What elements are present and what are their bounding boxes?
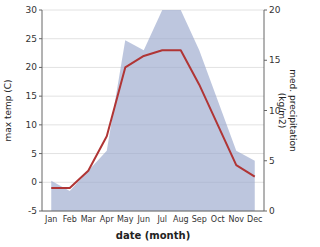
x-tick-label: Mar <box>81 215 97 224</box>
y-tick <box>39 153 42 154</box>
x-axis-label: date (month) <box>116 230 190 241</box>
y-tick-label: 15 <box>26 91 37 101</box>
x-axis-line <box>42 211 264 212</box>
x-tick-label: Apr <box>100 215 115 224</box>
y-tick-label: -5 <box>28 206 37 216</box>
x-tick-label: Oct <box>211 215 225 224</box>
x-tick-label: Aug <box>173 215 189 224</box>
y2-axis-label-line: (kg/m2) <box>277 93 287 128</box>
y2-tick <box>264 110 267 111</box>
x-tick-label: May <box>117 215 134 224</box>
x-tick-label: Feb <box>63 215 77 224</box>
y-tick <box>39 38 42 39</box>
x-tick-label: Sep <box>192 215 207 224</box>
x-tick-label: Dec <box>247 215 262 224</box>
y-tick <box>39 182 42 183</box>
y-tick-label: 20 <box>26 62 38 72</box>
y2-tick <box>264 10 267 11</box>
y2-axis-label: med. precipitation(kg/m2) <box>277 69 298 151</box>
y-tick-label: 10 <box>26 120 38 130</box>
y-tick <box>39 10 42 11</box>
y2-tick-label: 15 <box>269 55 280 65</box>
y-tick <box>39 96 42 97</box>
y-axis-label: max temp (C) <box>3 79 13 141</box>
plot-marks <box>51 10 255 211</box>
y-tick <box>39 67 42 68</box>
y2-tick-label: 20 <box>269 5 281 15</box>
chart-container: -505101520253005101520JanFebMarAprMayJun… <box>0 0 320 247</box>
y-tick <box>39 211 42 212</box>
y-axis-line <box>42 10 43 211</box>
precip-area <box>51 10 255 211</box>
x-tick-label: Jun <box>137 215 151 224</box>
y-tick-label: 0 <box>31 177 37 187</box>
y2-axis-label-line: med. precipitation <box>288 69 298 151</box>
temp-line <box>51 50 255 188</box>
grid-line <box>42 10 264 11</box>
x-tick-label: Jul <box>156 215 167 224</box>
y2-tick-label: 0 <box>269 206 275 216</box>
y2-tick-label: 5 <box>269 156 275 166</box>
x-tick-label: Nov <box>228 215 244 224</box>
y-tick-label: 5 <box>31 149 37 159</box>
y-tick <box>39 124 42 125</box>
y-tick-label: 25 <box>26 34 37 44</box>
grid-line <box>42 211 264 212</box>
y2-tick <box>264 160 267 161</box>
chart-svg: -505101520253005101520JanFebMarAprMayJun… <box>0 0 320 247</box>
y2-tick <box>264 60 267 61</box>
x-tick-label: Jan <box>44 215 57 224</box>
y-tick-label: 30 <box>26 5 38 15</box>
y2-tick <box>264 211 267 212</box>
